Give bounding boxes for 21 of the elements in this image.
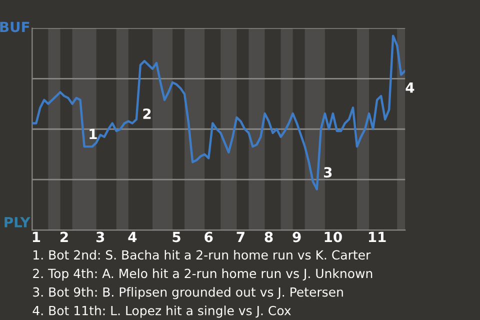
text: PLY (4, 217, 30, 228)
annotation: 1 (90, 128, 97, 140)
x-tick-label: 7 (236, 232, 244, 242)
x-tick-label: 3 (96, 232, 104, 242)
text: 1. Bot 2nd: S. Bacha hit a 2-run home run vs K. Carter (34, 250, 371, 260)
x-tick-label: 9 (292, 232, 301, 242)
text: 3. Bot 9th: B. Pflipsen grounded out vs J. Petersen (33, 287, 343, 300)
annotation: 3 (324, 167, 332, 178)
x-tick-label: 4 (128, 232, 137, 242)
text: 4 (406, 82, 414, 93)
x-tick-label: 5 (172, 232, 180, 242)
x-tick-label: 11 (368, 232, 386, 242)
x-tick-label: 10 (324, 232, 342, 242)
x-tick-label: 6 (204, 232, 213, 242)
text: 2. Top 4th: A. Melo hit a 2-run home run vs J. Unknown (33, 268, 372, 281)
annotation: 2 (143, 108, 151, 119)
text: BUF (0, 22, 30, 32)
x-tick-label: 1 (32, 232, 40, 242)
text: 4. Bot 11th: L. Lopez hit a single vs J. Cox (32, 306, 291, 318)
x-tick-label: 2 (60, 232, 68, 242)
x-tick-label: 8 (264, 232, 273, 242)
